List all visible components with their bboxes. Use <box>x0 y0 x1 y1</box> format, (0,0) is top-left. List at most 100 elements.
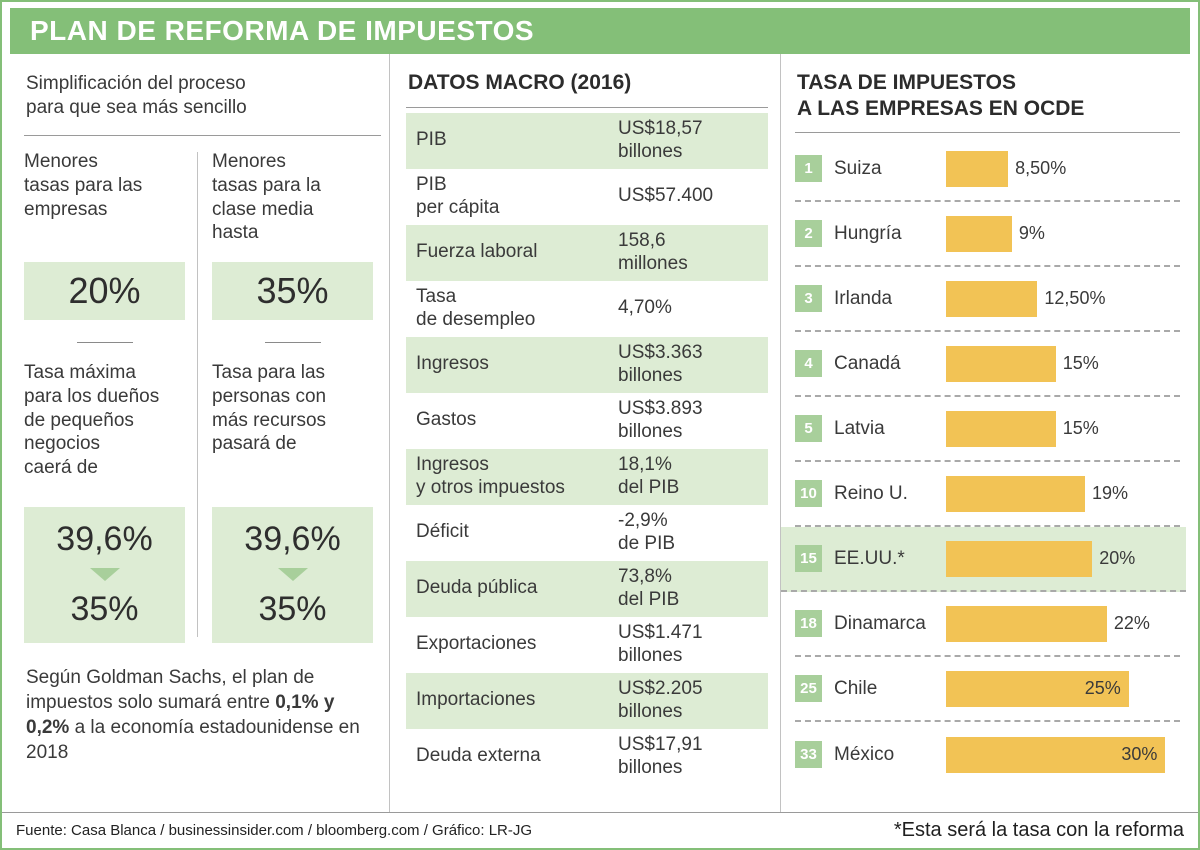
row-label: Deuda externa <box>416 745 541 767</box>
rank-badge: 5 <box>795 415 822 443</box>
tax-rate-bar <box>946 345 1056 382</box>
tax-row: 10 Reino U. 19% <box>795 462 1180 528</box>
goldman-sachs-note: Según Goldman Sachs, el plan de impuesto… <box>24 665 381 765</box>
tax-row: 5 Latvia 15% <box>795 397 1180 463</box>
country-label: EE.UU.* <box>834 547 905 569</box>
rank-badge: 10 <box>795 480 822 508</box>
arrow-down-icon <box>277 568 308 582</box>
stat-to-value: 35% <box>258 590 327 629</box>
bar-cell: 8,50% <box>946 150 1180 187</box>
note-text: a la economía estadounidense en 2018 <box>26 716 360 763</box>
tax-row: 33 México 30% <box>795 722 1180 787</box>
rank-badge: 15 <box>795 545 822 573</box>
tax-rate-bar: 25% <box>946 670 1129 707</box>
stat-label: Menores tasas para las empresas <box>24 150 143 220</box>
tax-row: 25 Chile 25% <box>795 657 1180 723</box>
divider <box>24 134 381 136</box>
stat-value: 20% <box>68 269 141 311</box>
table-row: Ingresos y otros impuestos 18,1% del PIB <box>406 448 768 505</box>
row-label: Deuda pública <box>416 577 538 599</box>
row-label: Exportaciones <box>416 633 537 655</box>
stat-label: Menores tasas para la clase media hasta <box>212 150 321 244</box>
stat-column-empresas: Menores tasas para las empresas 20% Tasa… <box>24 150 193 643</box>
table-row: Gastos US$3.893 billones <box>406 393 768 449</box>
section-title: TASA DE IMPUESTOS A LAS EMPRESAS EN OCDE <box>797 71 1085 120</box>
row-value: US$57.400 <box>618 185 714 207</box>
source-credit: Fuente: Casa Blanca / businessinsider.co… <box>16 822 533 839</box>
macro-table: PIB US$18,57 billones PIB per cápita US$57… <box>406 112 768 785</box>
divider <box>795 132 1180 134</box>
table-row: Importaciones US$2.205 billones <box>406 672 768 729</box>
row-value: US$17,91 billones <box>618 733 703 778</box>
rank-badge: 25 <box>795 675 822 703</box>
bar-cell: 15% <box>946 410 1180 447</box>
stat-columns: Menores tasas para las empresas 20% Tasa… <box>24 150 381 643</box>
tax-row-highlighted-usa: 15 EE.UU.* 20% <box>781 527 1186 593</box>
row-label: PIB <box>416 129 447 151</box>
stat-change-box: 39,6% 35% <box>24 506 185 643</box>
stat-value: 35% <box>256 269 329 311</box>
note-highlight: 0,1% y 0,2% <box>26 691 335 738</box>
stat-value-box: 20% <box>24 261 185 320</box>
country-label: Irlanda <box>834 287 893 309</box>
row-label: PIB per cápita <box>416 173 500 218</box>
stat-column-clase-media: Menores tasas para la clase media hasta … <box>212 150 381 643</box>
country-label: Canadá <box>834 352 901 374</box>
arrow-down-icon <box>89 568 120 582</box>
value-label: 15% <box>1062 418 1099 439</box>
tax-rate-bar <box>946 215 1012 252</box>
tax-row: 2 Hungría 9% <box>795 202 1180 268</box>
bar-cell: 22% <box>946 605 1180 642</box>
table-row: Exportaciones US$1.471 billones <box>406 617 768 673</box>
stat-change-box: 39,6% 35% <box>212 506 373 643</box>
bar-cell: 25% <box>946 670 1180 707</box>
country-label: Chile <box>834 677 878 699</box>
tax-rate-bar: 30% <box>946 736 1166 773</box>
chart-footnote: *Esta será la tasa con la reforma <box>893 819 1184 841</box>
value-label: 9% <box>1018 223 1045 244</box>
table-row: Deuda pública 73,8% del PIB <box>406 560 768 617</box>
tax-bar-chart: 1 Suiza 8,50% 2 Hungría 9% 3 Irlanda 12,… <box>781 137 1186 787</box>
bar-cell: 15% <box>946 345 1180 382</box>
country-label: México <box>834 743 895 765</box>
table-row: Tasa de desempleo 4,70% <box>406 281 768 337</box>
macro-data-section: DATOS MACRO (2016) PIB US$18,57 billones … <box>389 54 781 812</box>
stat-to-value: 35% <box>70 590 139 629</box>
content-columns: Simplificación del proceso para que sea … <box>2 54 1198 812</box>
row-label: Ingresos <box>416 353 489 375</box>
row-value: 4,70% <box>618 297 672 319</box>
row-label: Importaciones <box>416 689 536 711</box>
row-value: US$3.893 billones <box>618 397 703 442</box>
table-row: Deuda externa US$17,91 billones <box>406 729 768 785</box>
stat-value-box: 35% <box>212 261 373 320</box>
stat-from-value: 39,6% <box>244 519 341 558</box>
tax-row: 4 Canadá 15% <box>795 332 1180 398</box>
table-row: Fuerza laboral 158,6 millones <box>406 224 768 281</box>
value-label: 8,50% <box>1015 158 1067 179</box>
page-title: PLAN DE REFORMA DE IMPUESTOS <box>30 15 535 46</box>
header-banner: PLAN DE REFORMA DE IMPUESTOS <box>10 8 1190 54</box>
stat-from-value: 39,6% <box>56 519 153 558</box>
row-label: Ingresos y otros impuestos <box>416 453 565 498</box>
row-value: 73,8% del PIB <box>618 565 680 610</box>
value-label: 19% <box>1091 483 1128 504</box>
row-value: -2,9% de PIB <box>618 509 676 554</box>
divider <box>406 106 768 108</box>
bar-cell: 30% <box>946 736 1180 773</box>
rank-badge: 4 <box>795 350 822 378</box>
reform-summary-section: Simplificación del proceso para que sea … <box>14 54 389 812</box>
tax-rate-bar <box>946 540 1093 577</box>
value-label: 20% <box>1099 548 1136 569</box>
stat-label: Tasa para las personas con más recursos … <box>212 361 327 455</box>
note-text: Según Goldman Sachs, el plan de impuesto… <box>26 666 315 713</box>
divider <box>264 341 321 343</box>
rank-badge: 2 <box>795 220 822 248</box>
tax-rate-bar <box>946 280 1038 317</box>
country-label: Dinamarca <box>834 612 926 634</box>
row-value: US$2.205 billones <box>618 677 703 722</box>
ocde-tax-chart-section: TASA DE IMPUESTOS A LAS EMPRESAS EN OCDE… <box>781 54 1186 812</box>
tax-rate-bar <box>946 150 1009 187</box>
bar-cell: 12,50% <box>946 280 1180 317</box>
section-title: DATOS MACRO (2016) <box>408 71 632 94</box>
